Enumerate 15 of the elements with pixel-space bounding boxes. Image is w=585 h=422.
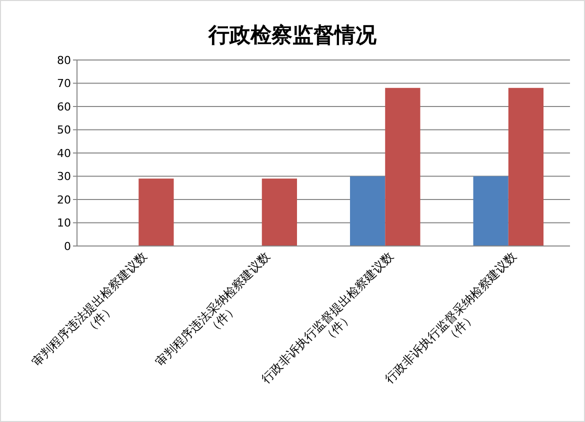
- y-tick-label: 10: [57, 216, 71, 230]
- y-tick-label: 60: [57, 100, 71, 114]
- bar: [350, 176, 386, 246]
- y-tick-label: 70: [57, 77, 71, 90]
- bar: [473, 176, 508, 246]
- y-tick-label: 50: [57, 124, 71, 137]
- bar: [138, 178, 174, 246]
- bar: [508, 88, 544, 246]
- y-tick-label: 30: [57, 170, 71, 184]
- y-tick-label: 80: [57, 54, 71, 67]
- chart-title: 行政检察监督情况: [208, 23, 378, 47]
- y-tick-label: 20: [57, 193, 71, 206]
- bar: [385, 88, 420, 246]
- y-tick-label: 40: [57, 146, 71, 160]
- bar: [262, 178, 297, 246]
